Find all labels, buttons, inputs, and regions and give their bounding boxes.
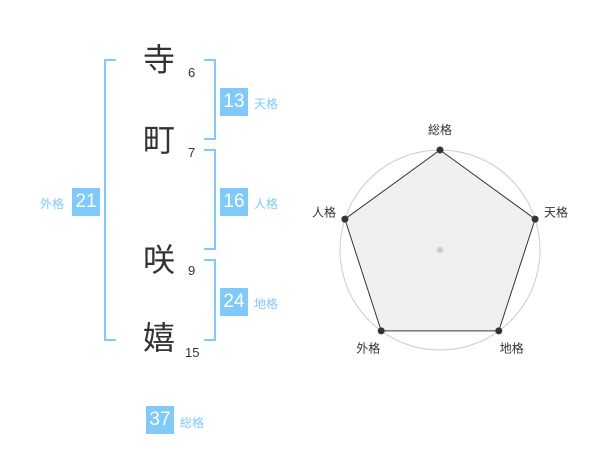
radar-axis-label: 総格 — [428, 122, 452, 137]
radar-point — [531, 215, 539, 223]
gaikaku-value: 21 — [72, 188, 100, 216]
stroke-count: 6 — [188, 65, 196, 80]
radar-axis-label: 地格 — [500, 341, 524, 356]
tenkaku-bracket — [204, 59, 216, 140]
radar-point — [377, 327, 385, 335]
stroke-count: 7 — [188, 145, 196, 160]
chikaku-bracket — [204, 259, 216, 341]
name-char: 咲 — [142, 241, 175, 279]
radar-axis-label: 天格 — [544, 204, 568, 219]
radar-point — [436, 146, 444, 154]
soukaku-value: 37 — [146, 406, 174, 434]
chikaku-label: 地格 — [254, 297, 279, 311]
jinkaku-value: 16 — [220, 188, 248, 216]
jinkaku-bracket — [204, 149, 216, 250]
soukaku-label: 総格 — [180, 416, 205, 430]
radar-axis-label: 人格 — [312, 204, 336, 219]
chikaku-value: 24 — [220, 288, 248, 316]
gaikaku-label: 外格 — [40, 197, 65, 211]
stroke-count: 15 — [185, 345, 200, 360]
radar-center — [437, 247, 443, 253]
name-char: 町 — [142, 121, 175, 159]
radar-point — [495, 327, 503, 335]
name-char: 嬉 — [142, 319, 175, 357]
radar-axis-label: 外格 — [356, 341, 380, 356]
stroke-count: 9 — [188, 263, 196, 278]
radar-point — [341, 215, 349, 223]
name-char: 寺 — [142, 41, 175, 79]
jinkaku-label: 人格 — [254, 197, 279, 211]
radar-area — [344, 149, 536, 332]
gaikaku-bracket — [104, 59, 116, 341]
tenkaku-label: 天格 — [254, 97, 279, 111]
tenkaku-value: 13 — [220, 88, 248, 116]
